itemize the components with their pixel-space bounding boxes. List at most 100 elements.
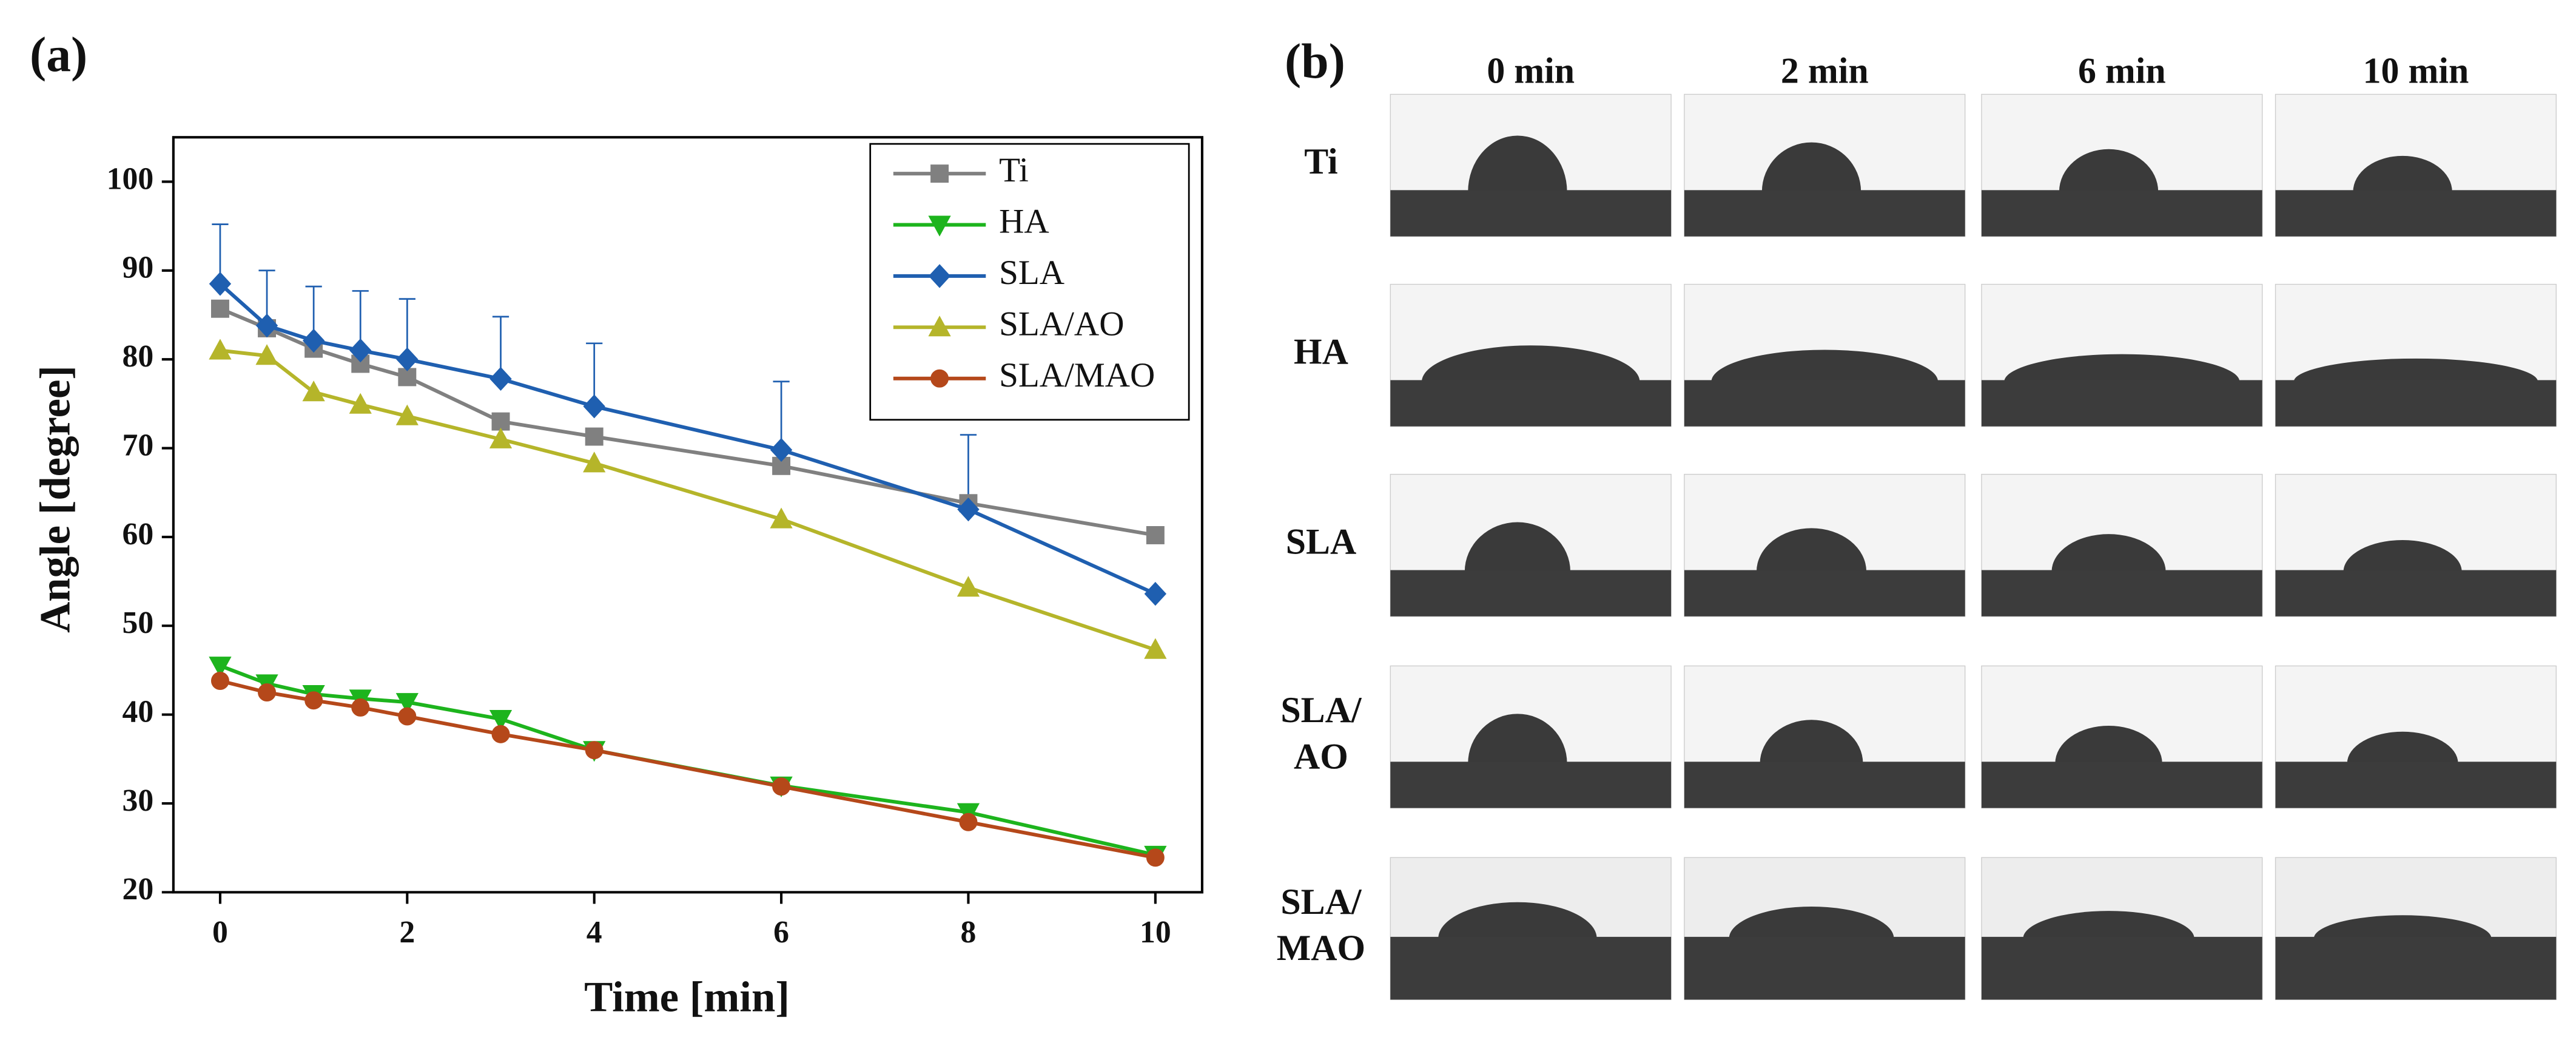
- marker: [209, 657, 232, 678]
- marker: [304, 691, 323, 710]
- marker: [583, 451, 606, 473]
- marker: [489, 427, 513, 448]
- droplet: [1468, 135, 1567, 192]
- droplet: [1761, 142, 1861, 192]
- marker: [351, 698, 370, 717]
- marker: [396, 347, 419, 371]
- droplet: [2347, 731, 2458, 764]
- x-axis-label: Time [min]: [584, 973, 790, 1021]
- droplet: [1760, 720, 1863, 764]
- photo-surface: [1390, 936, 1672, 1000]
- droplet: [2293, 358, 2538, 382]
- column-label: 2 min: [1781, 51, 1869, 91]
- photo-surface: [1390, 570, 1672, 617]
- series-line: [218, 282, 1157, 596]
- photo-surface: [1684, 380, 1965, 427]
- legend-marker: [928, 264, 951, 288]
- photo-surface: [2275, 570, 2557, 617]
- marker: [302, 328, 325, 353]
- marker: [491, 725, 510, 743]
- x-tick-label: 4: [587, 915, 602, 950]
- marker: [1144, 638, 1167, 659]
- y-tick-label: 80: [122, 339, 153, 374]
- legend-label: HA: [999, 203, 1049, 241]
- x-tick-label: 8: [961, 915, 977, 950]
- marker: [957, 497, 980, 522]
- droplet: [1468, 714, 1567, 764]
- marker: [770, 507, 793, 529]
- legend-label: Ti: [999, 151, 1029, 189]
- marker: [398, 707, 417, 726]
- row-label: SLA: [1286, 521, 1356, 561]
- legend-box: [869, 143, 1190, 421]
- column-label: 0 min: [1487, 51, 1575, 91]
- photo-surface: [1684, 936, 1965, 1000]
- series-line: [219, 664, 1156, 857]
- marker: [585, 427, 604, 446]
- marker: [489, 367, 512, 391]
- droplet: [1756, 528, 1867, 572]
- photo-surface: [2275, 762, 2557, 808]
- marker: [258, 683, 277, 702]
- marker: [770, 438, 793, 462]
- photo-surface: [1684, 570, 1965, 617]
- marker: [1146, 848, 1165, 867]
- photo-surface: [1981, 762, 2262, 808]
- photo-surface: [1981, 936, 2262, 1000]
- photo-surface: [2275, 380, 2557, 427]
- droplet: [1438, 902, 1597, 939]
- legend-marker: [928, 316, 951, 337]
- plot-frame: [172, 136, 1203, 894]
- marker: [302, 380, 325, 402]
- photo-surface: [1390, 380, 1672, 427]
- marker: [1146, 526, 1165, 544]
- marker: [772, 777, 791, 796]
- droplet: [1729, 906, 1894, 939]
- legend-marker: [928, 215, 951, 237]
- legend-marker: [930, 369, 949, 388]
- column-label: 6 min: [2078, 51, 2166, 91]
- marker: [585, 741, 604, 760]
- y-tick-label: 50: [122, 606, 153, 640]
- marker: [395, 693, 419, 714]
- row-label: MAO: [1277, 928, 1365, 968]
- row-label: AO: [1294, 736, 1348, 776]
- droplet: [1711, 350, 1939, 382]
- droplet: [1422, 345, 1640, 382]
- y-tick-label: 100: [107, 161, 154, 196]
- droplet: [2313, 915, 2492, 939]
- droplet: [2023, 911, 2194, 939]
- droplet: [2059, 149, 2159, 192]
- legend-label: SLA/MAO: [999, 356, 1155, 394]
- row-label: SLA/: [1280, 882, 1362, 922]
- marker: [255, 344, 278, 365]
- marker: [1144, 581, 1167, 606]
- marker: [209, 272, 232, 296]
- y-tick-label: 30: [122, 783, 153, 818]
- y-tick-label: 60: [122, 517, 153, 552]
- droplet: [1464, 522, 1571, 572]
- photo-surface: [2275, 190, 2557, 237]
- photo-surface: [2275, 936, 2557, 1000]
- marker: [957, 576, 980, 597]
- marker: [489, 709, 513, 731]
- marker: [491, 412, 510, 431]
- photo-surface: [1981, 380, 2262, 427]
- photo-surface: [1390, 762, 1672, 808]
- photo-surface: [1390, 190, 1672, 237]
- row-label: HA: [1294, 331, 1348, 371]
- x-tick-label: 10: [1140, 915, 1171, 950]
- y-tick-label: 40: [122, 695, 153, 729]
- x-tick-label: 6: [773, 915, 789, 950]
- photo-surface: [1684, 762, 1965, 808]
- photo-surface: [1981, 570, 2262, 617]
- photo-surface: [1981, 190, 2262, 237]
- column-label: 10 min: [2363, 51, 2469, 91]
- marker: [959, 813, 978, 831]
- legend-label: SLA: [999, 254, 1064, 292]
- marker: [583, 394, 605, 419]
- x-tick-label: 0: [212, 915, 228, 950]
- marker: [349, 338, 372, 363]
- marker: [209, 339, 232, 360]
